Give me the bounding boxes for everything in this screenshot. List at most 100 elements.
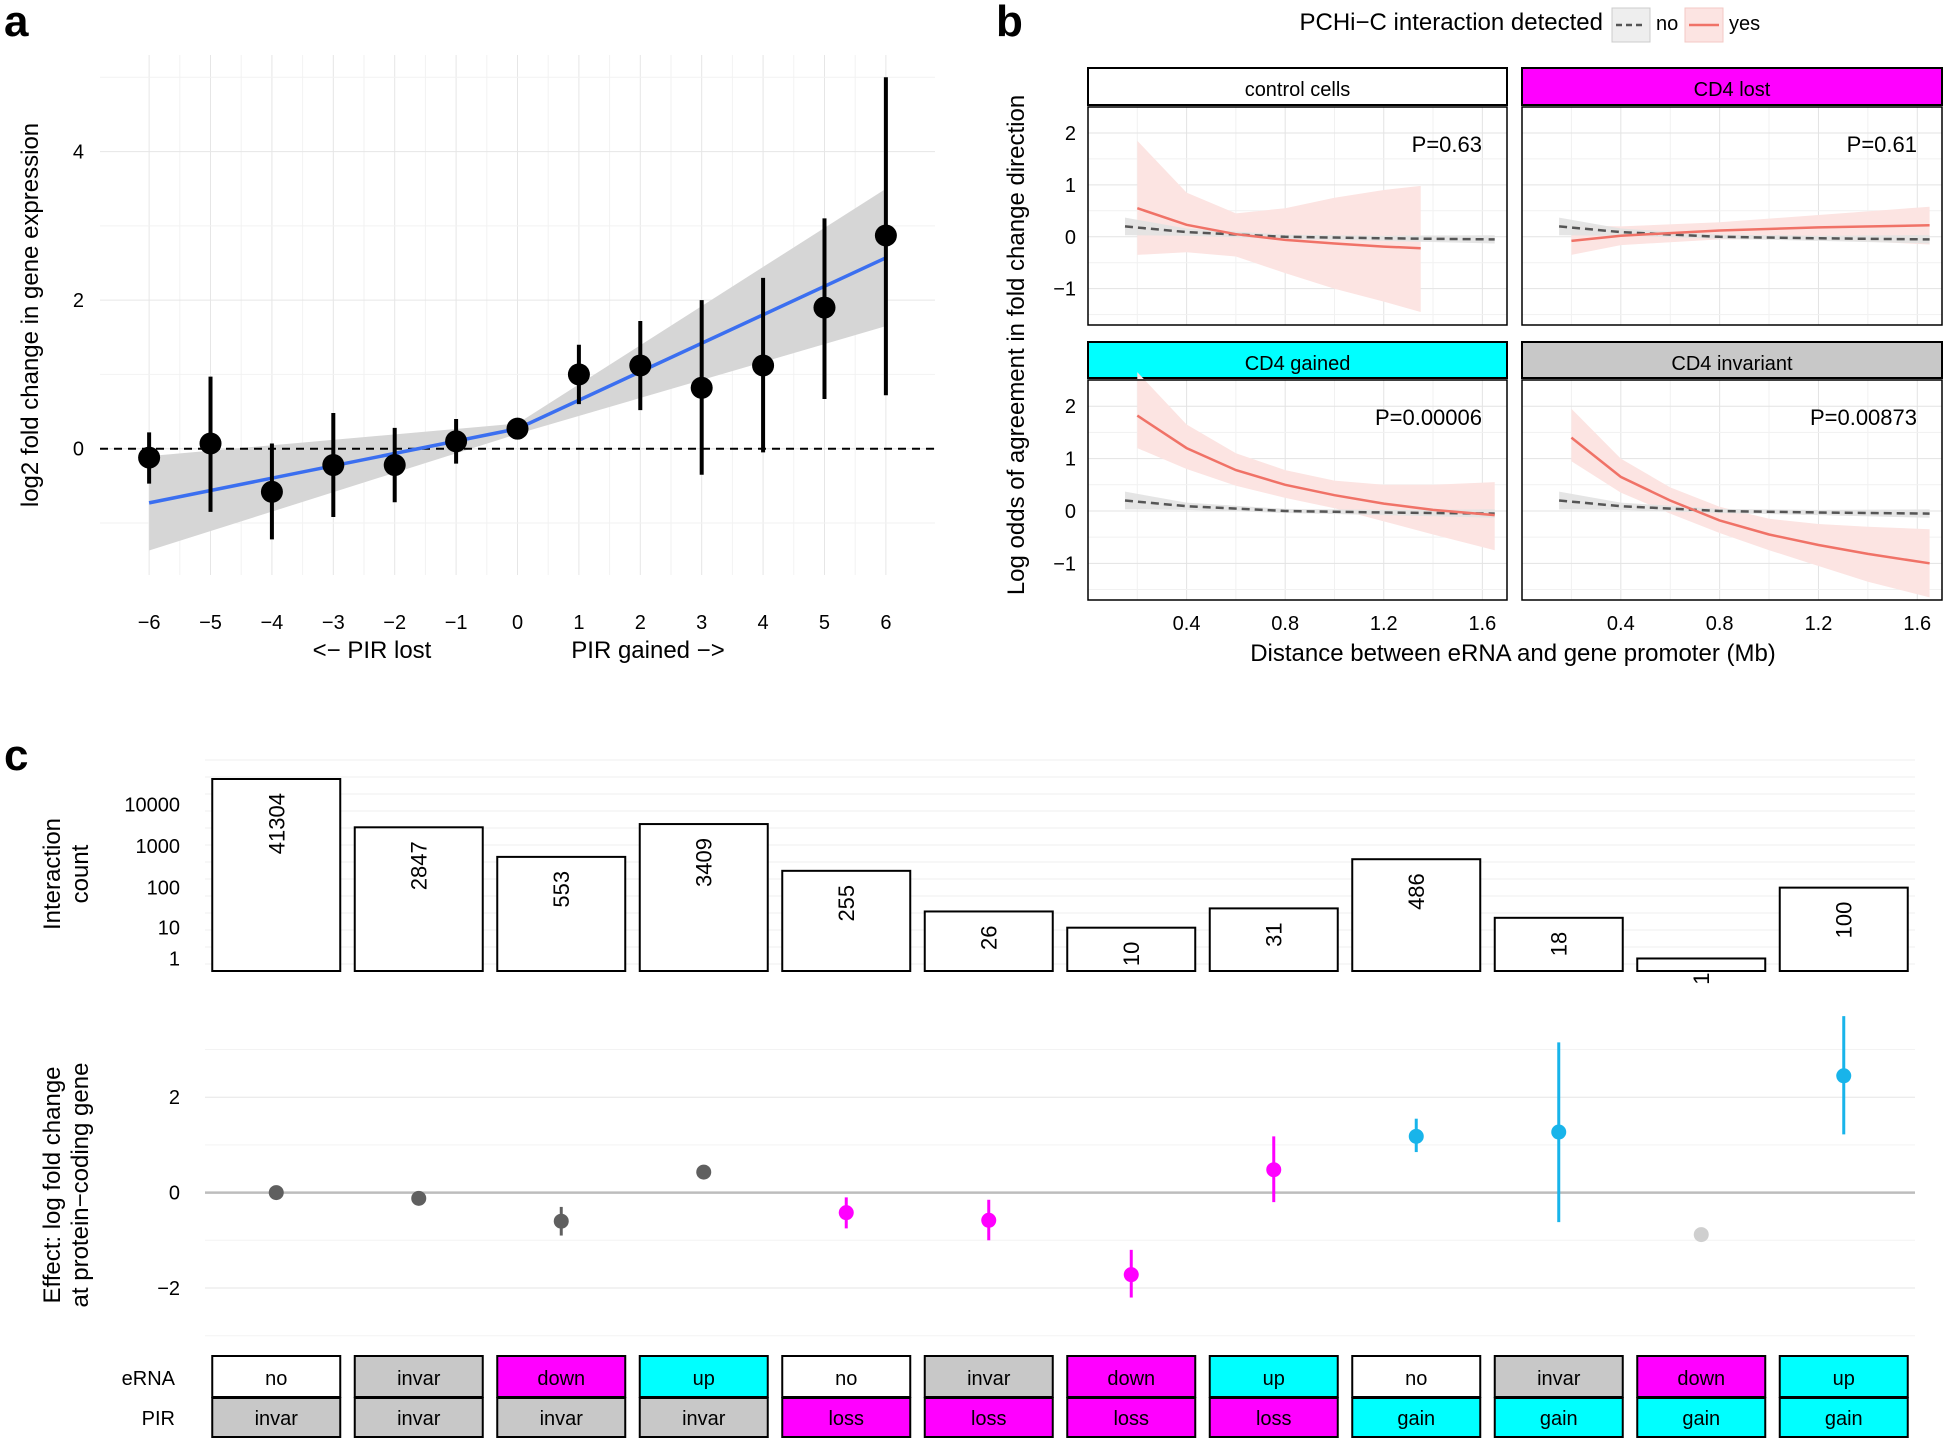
- erna-label: invar: [1537, 1368, 1581, 1390]
- erna-label: down: [1677, 1368, 1725, 1390]
- count-bar-label: 41304: [264, 793, 289, 854]
- y-tick-label: 10: [158, 918, 180, 940]
- effect-point: [1693, 1227, 1709, 1243]
- effect-point: [553, 1213, 569, 1229]
- x-tick-label: −1: [445, 612, 468, 634]
- data-point: [690, 376, 713, 399]
- no-interaction-line: [1124, 225, 1495, 241]
- facet-strip: [1521, 341, 1943, 379]
- y-tick-label: 1000: [136, 836, 181, 858]
- x-tick-label: 2: [635, 612, 646, 634]
- x-tick-label: −3: [322, 612, 345, 634]
- no-confidence-ribbon: [1559, 491, 1930, 518]
- y-axis-label-line2: count: [67, 844, 94, 903]
- p-value-label: P=0.00006: [1375, 405, 1482, 430]
- erna-label: down: [1107, 1368, 1155, 1390]
- yes-interaction-line: [1571, 224, 1930, 243]
- row-label-erna: eRNA: [122, 1368, 176, 1390]
- yes-interaction-line: [1136, 207, 1421, 250]
- y-tick-label: 1: [1065, 449, 1076, 471]
- x-tick-label: −2: [383, 612, 406, 634]
- x-tick-label: −4: [261, 612, 284, 634]
- no-interaction-line: [1124, 499, 1495, 515]
- count-bar: [638, 823, 769, 972]
- legend-title: PCHi−C interaction detected: [1300, 9, 1604, 36]
- x-tick-label: 1.2: [1805, 613, 1833, 635]
- pir-label: gain: [1682, 1408, 1720, 1430]
- data-point: [567, 363, 590, 386]
- erna-label: up: [693, 1368, 715, 1390]
- facet-strip-label: CD4 invariant: [1671, 353, 1793, 375]
- effect-point: [981, 1212, 997, 1228]
- pir-label: loss: [1256, 1408, 1292, 1430]
- x-tick-label: 0.8: [1271, 613, 1299, 635]
- x-axis-label-right: PIR gained −>: [571, 637, 724, 664]
- data-point: [260, 480, 283, 503]
- erna-label-box: [496, 1355, 627, 1398]
- count-bar-label: 255: [834, 885, 859, 922]
- x-tick-label: −5: [199, 612, 222, 634]
- facet-strip: [1087, 67, 1508, 106]
- count-bar-label: 553: [549, 871, 574, 908]
- count-bar-label: 31: [1262, 922, 1287, 946]
- erna-label: invar: [397, 1368, 441, 1390]
- erna-label-box: [353, 1355, 484, 1398]
- data-point: [383, 454, 406, 477]
- row-label-pir: PIR: [142, 1408, 175, 1430]
- facet-strip-label: CD4 gained: [1245, 353, 1351, 375]
- pir-label: invar: [682, 1408, 726, 1430]
- count-bar-label: 2847: [407, 841, 432, 890]
- y-tick-label: 0: [1065, 501, 1076, 523]
- pir-label-box: [1066, 1397, 1197, 1438]
- facet-CD4-gained: CD4 gained P=0.00006 −1 0 1 2 0.4 0.8 1.2 1.6: [1053, 341, 1508, 635]
- facet-strip: [1521, 67, 1943, 106]
- y-tick-label: 0: [1065, 227, 1076, 249]
- count-bar-label: 3409: [692, 838, 717, 887]
- data-point: [752, 354, 775, 377]
- x-tick-label: 1.6: [1903, 613, 1931, 635]
- y-tick-label: 4: [73, 142, 84, 164]
- count-bar-label: 100: [1832, 902, 1857, 939]
- facet-CD4-lost: CD4 lost P=0.61: [1521, 67, 1943, 326]
- facet-panel-border: [1521, 379, 1943, 601]
- legend-label-no: no: [1656, 13, 1678, 35]
- data-point: [813, 296, 836, 319]
- pir-label-box: [638, 1397, 769, 1438]
- effect-point: [696, 1164, 712, 1180]
- x-tick-label: 4: [758, 612, 769, 634]
- y-axis-label-line1: Effect: log fold change: [39, 1066, 66, 1303]
- effect-point: [1408, 1128, 1424, 1144]
- y-axis-label-line1: Interaction: [39, 818, 66, 930]
- y-tick-label: −2: [157, 1278, 180, 1300]
- count-bar: [1208, 907, 1339, 973]
- effect-point: [1551, 1124, 1567, 1140]
- x-tick-label: 1.6: [1468, 613, 1496, 635]
- erna-label: invar: [967, 1368, 1011, 1390]
- panel-label-b: b: [996, 0, 1023, 46]
- erna-label-box: [1066, 1355, 1197, 1398]
- yes-confidence-ribbon: [1571, 206, 1930, 255]
- panel-label-c: c: [4, 731, 28, 780]
- data-point: [138, 446, 161, 469]
- count-bar-label: 26: [977, 925, 1002, 949]
- erna-label-box: [1636, 1355, 1767, 1398]
- p-value-label: P=0.61: [1847, 132, 1917, 157]
- facet-panel-border: [1521, 106, 1943, 326]
- pir-label-box: [1636, 1397, 1767, 1438]
- effect-point: [1123, 1267, 1139, 1283]
- data-point: [629, 354, 652, 377]
- count-bar: [211, 778, 342, 972]
- no-confidence-ribbon: [1125, 217, 1495, 244]
- count-bar: [781, 869, 912, 972]
- panel-a-chart: −6 −5 −4 −3 −2 −1 0 1 2 3 4 5 6 0 2 4 <− PIR lost PIR gai…: [17, 55, 935, 664]
- x-tick-label: 3: [696, 612, 707, 634]
- facet-control-cells: control cells P=0.63 −1 0 1 2: [1053, 67, 1508, 326]
- effect-point: [1836, 1068, 1852, 1084]
- pir-label-box: [781, 1397, 912, 1438]
- pir-label: gain: [1825, 1408, 1863, 1430]
- count-bar: [353, 826, 484, 972]
- pir-label-box: [1493, 1397, 1624, 1438]
- yes-interaction-line: [1570, 436, 1930, 565]
- pir-label: invar: [540, 1408, 584, 1430]
